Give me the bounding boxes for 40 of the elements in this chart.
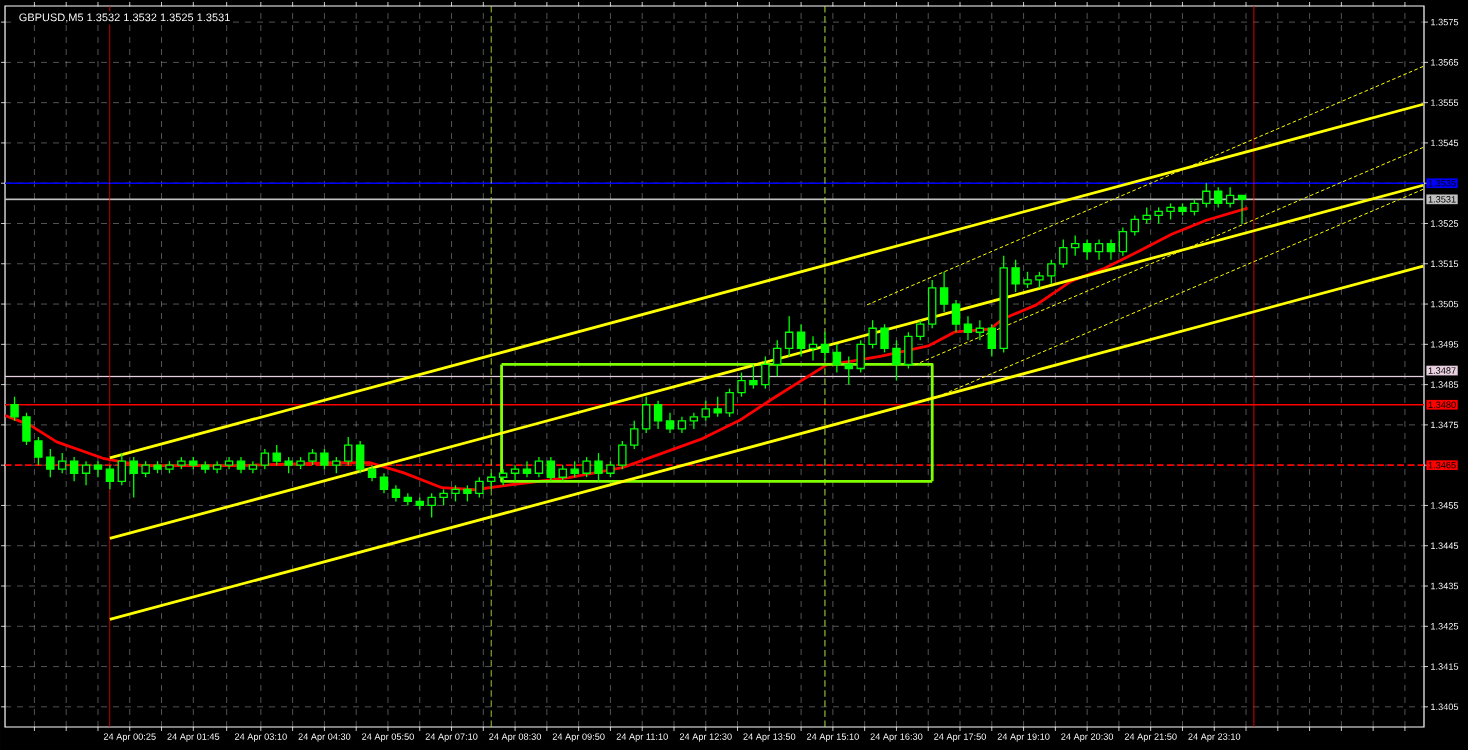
x-tick-label: 24 Apr 19:10 — [997, 733, 1050, 742]
y-tick-label: 1.3505 — [1431, 300, 1459, 308]
x-tick-label: 24 Apr 04:30 — [298, 733, 351, 742]
y-tick-label: 1.3555 — [1431, 99, 1459, 106]
x-tick-label: 24 Apr 07:10 — [425, 733, 478, 742]
x-tick-label: 24 Apr 12:30 — [679, 733, 732, 742]
x-tick-label: 24 Apr 01:45 — [167, 733, 220, 742]
x-tick-label: 24 Apr 16:30 — [870, 733, 923, 742]
y-tick-label: 1.3565 — [1431, 59, 1459, 66]
x-tick-label: 24 Apr 05:50 — [362, 733, 414, 742]
ref-line-label: 1.3465 — [1428, 461, 1456, 469]
ref-line-label: 1.3535 — [1428, 179, 1456, 187]
y-tick-label: 1.3525 — [1431, 220, 1459, 227]
y-tick-label: 1.3545 — [1431, 139, 1459, 147]
x-tick-label: 24 Apr 21:50 — [1124, 733, 1177, 742]
y-tick-label: 1.3475 — [1431, 421, 1459, 429]
x-tick-label: 24 Apr 17:50 — [934, 733, 986, 742]
x-tick-label: 24 Apr 13:50 — [743, 733, 796, 742]
x-tick-label: 24 Apr 09:50 — [552, 733, 605, 742]
x-tick-label: 24 Apr 15:10 — [807, 733, 859, 742]
x-tick-label: 24 Apr 08:30 — [489, 733, 542, 742]
text: GBPUSD,M5 1.3532 1.3532 1.3525 1.3531 — [19, 13, 230, 23]
ref-line-label: 1.3487 — [1428, 367, 1456, 374]
y-tick-label: 1.3495 — [1431, 341, 1459, 348]
y-tick-label: 1.3435 — [1431, 582, 1459, 590]
y-tick-label: 1.3415 — [1431, 663, 1459, 670]
ref-line-label: 1.3480 — [1428, 401, 1456, 409]
y-tick-label: 1.3515 — [1431, 260, 1459, 268]
x-tick-label: 24 Apr 00:25 — [103, 733, 156, 742]
y-tick-label: 1.3425 — [1431, 623, 1459, 630]
x-tick-label: 24 Apr 03:10 — [234, 733, 287, 742]
y-tick-label: 1.3405 — [1431, 703, 1459, 711]
x-tick-label: 24 Apr 20:30 — [1061, 733, 1114, 742]
y-tick-label: 1.3455 — [1431, 502, 1459, 509]
y-tick-label: 1.3575 — [1431, 18, 1459, 26]
y-tick-label: 1.3445 — [1431, 542, 1459, 549]
x-tick-label: 24 Apr 23:10 — [1188, 733, 1241, 742]
x-tick-label: 24 Apr 11:10 — [616, 733, 668, 742]
y-tick-label: 1.3485 — [1431, 381, 1459, 388]
ref-line-label: 1.3531 — [1428, 196, 1456, 203]
